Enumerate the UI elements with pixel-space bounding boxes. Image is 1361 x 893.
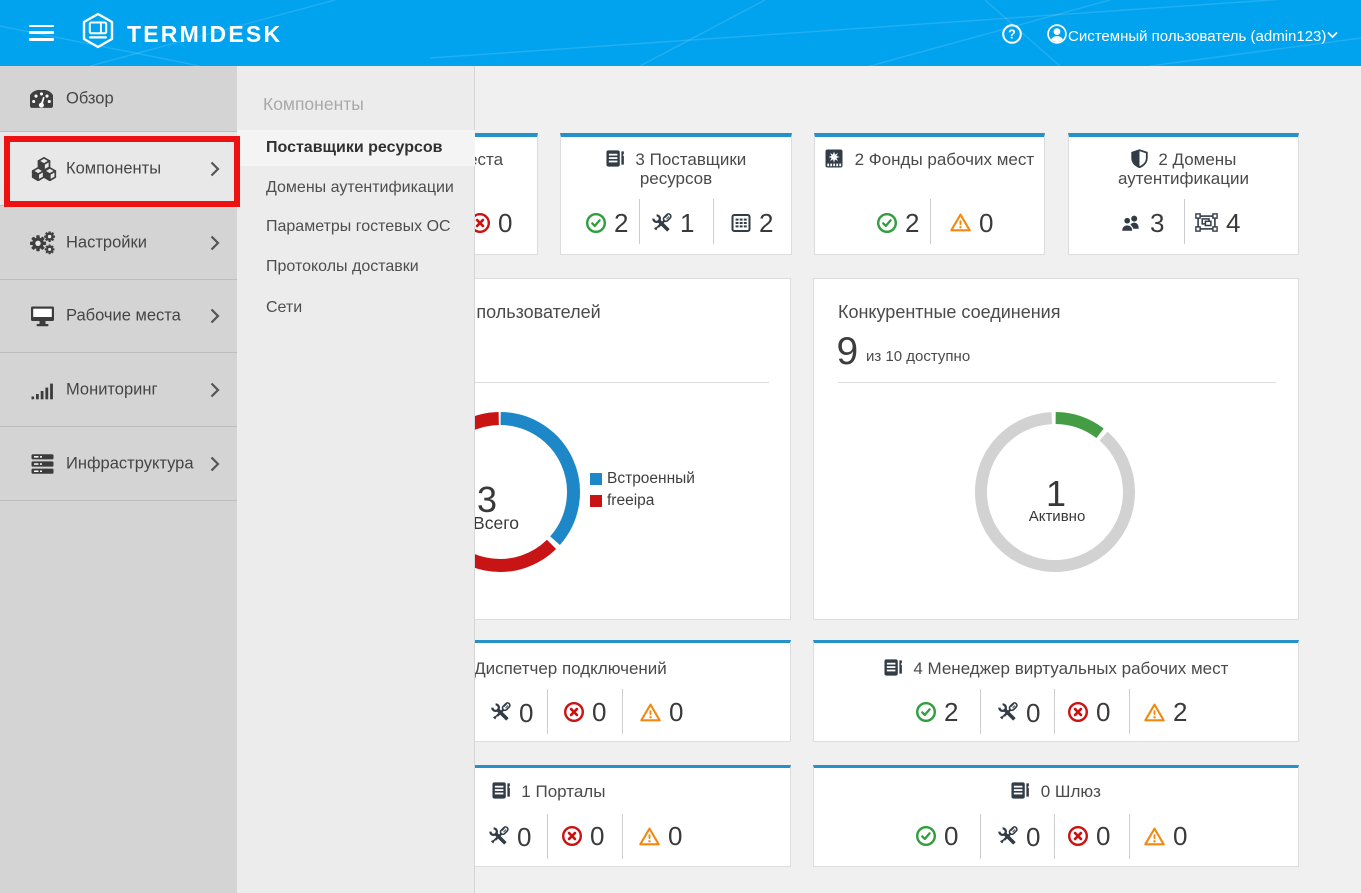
- svg-text:?: ?: [1008, 27, 1016, 41]
